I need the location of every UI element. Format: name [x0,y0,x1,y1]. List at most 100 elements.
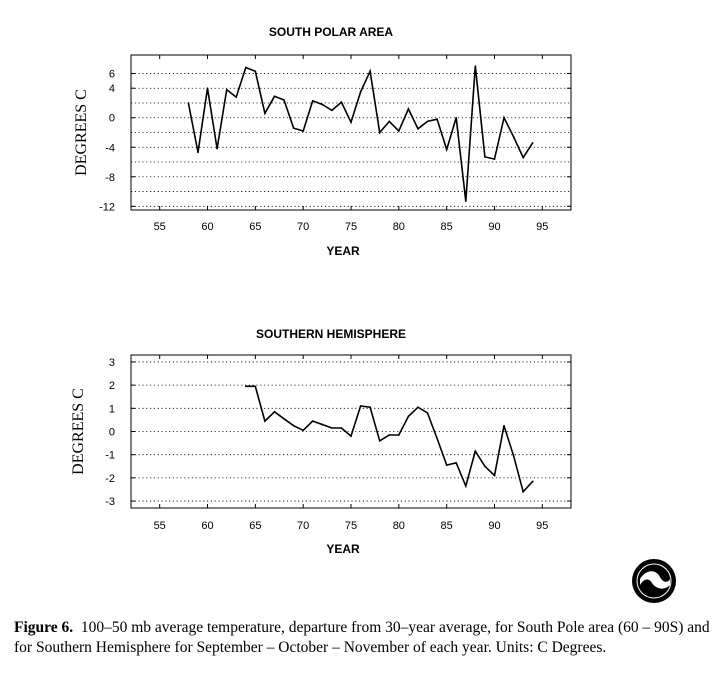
x-tick-label: 75 [345,221,357,233]
data-point [197,151,199,154]
y-tick-label: -2 [105,473,115,485]
data-point [350,435,352,437]
caption-label: Figure 6. [14,619,74,636]
data-point [311,99,314,102]
south-polar-area-chart: 6 4 0 -4 -8 -12 55 60 65 70 75 80 85 90 95 SOUTH POLAR … [73,25,572,258]
data-point [464,200,467,202]
x-tick-label: 85 [441,520,453,532]
y-tick-label: -4 [105,142,115,154]
data-point [445,464,448,466]
x-tick-label: 80 [393,520,405,532]
data-point [512,455,515,457]
figure-caption: Figure 6. 100–50 mb average temperature,… [14,618,719,658]
data-point [426,120,429,123]
data-point [264,112,266,115]
data-point [254,385,257,388]
plot-frame [130,54,572,211]
data-point [187,102,190,104]
data-point [321,423,324,426]
y-tick-label: 2 [109,380,115,392]
data-point [503,116,505,119]
data-point [464,485,467,487]
data-point [206,87,209,90]
data-point [331,109,333,112]
x-tick-label: 65 [249,221,261,233]
x-tick-label: 55 [154,221,166,233]
data-point [522,156,524,159]
data-point [531,480,534,483]
data-point [283,99,285,101]
data-point [493,158,496,160]
y-tick-label: 3 [109,357,115,369]
data-point [455,461,458,464]
data-point [235,96,238,98]
data-point [359,405,362,407]
y-axis-label: DEGREES C [70,388,87,475]
y-tick-label: 0 [109,113,115,125]
y-tick-label: 0 [109,427,115,439]
y-tick-label: -8 [105,172,115,184]
x-tick-label: 95 [536,520,548,532]
data-point [407,415,410,418]
data-point [273,95,276,98]
y-tick-label: 6 [109,68,115,80]
caption-text: 100–50 mb average temperature, departure… [14,619,710,656]
y-axis-label: DEGREES C [73,89,90,176]
data-point [359,91,362,93]
data-point [398,434,400,436]
x-tick-label: 75 [345,520,357,532]
x-tick-label: 70 [297,520,309,532]
data-point [378,439,381,442]
data-point [426,412,429,414]
data-point [398,130,400,132]
data-point [484,156,486,158]
data-point [254,70,257,73]
y-tick-label: -3 [105,496,115,508]
data-point [531,142,534,144]
data-point [436,118,438,121]
data-point [445,148,448,151]
data-point [455,116,458,119]
data-point [311,420,314,422]
data-point [417,406,419,408]
data-point [417,128,419,130]
data-point [292,127,295,129]
data-point [369,70,371,73]
x-axis-label: YEAR [326,542,360,556]
data-point [302,429,304,432]
data-point [302,130,304,132]
chart-title: SOUTH POLAR AREA [269,25,394,39]
data-point [340,101,343,104]
x-tick-label: 90 [488,221,500,233]
data-point [474,65,477,67]
data-point [522,490,524,493]
data-point [388,120,391,123]
series-line [187,66,534,202]
noaa-logo [632,559,676,603]
plot-frame [130,354,572,509]
x-tick-label: 60 [201,221,213,233]
x-tick-label: 80 [393,221,405,233]
data-point [436,437,438,440]
x-tick-label: 85 [441,221,453,233]
series-line [245,385,534,494]
data-point [369,406,371,408]
y-tick-label: -12 [99,201,115,213]
data-point [512,136,515,138]
x-tick-label: 65 [249,520,261,532]
chart-title: SOUTHERN HEMISPHERE [256,327,406,341]
data-point [378,131,381,134]
y-tick-label: -1 [105,450,115,462]
data-point [503,424,505,427]
data-point [283,417,285,420]
x-axis-label: YEAR [326,244,360,258]
x-tick-label: 90 [488,520,500,532]
x-tick-label: 55 [154,520,166,532]
data-point [264,420,266,422]
data-point [388,434,391,436]
data-point [493,474,496,477]
data-point [225,88,228,91]
y-tick-label: 1 [109,403,115,415]
data-point [216,147,218,150]
